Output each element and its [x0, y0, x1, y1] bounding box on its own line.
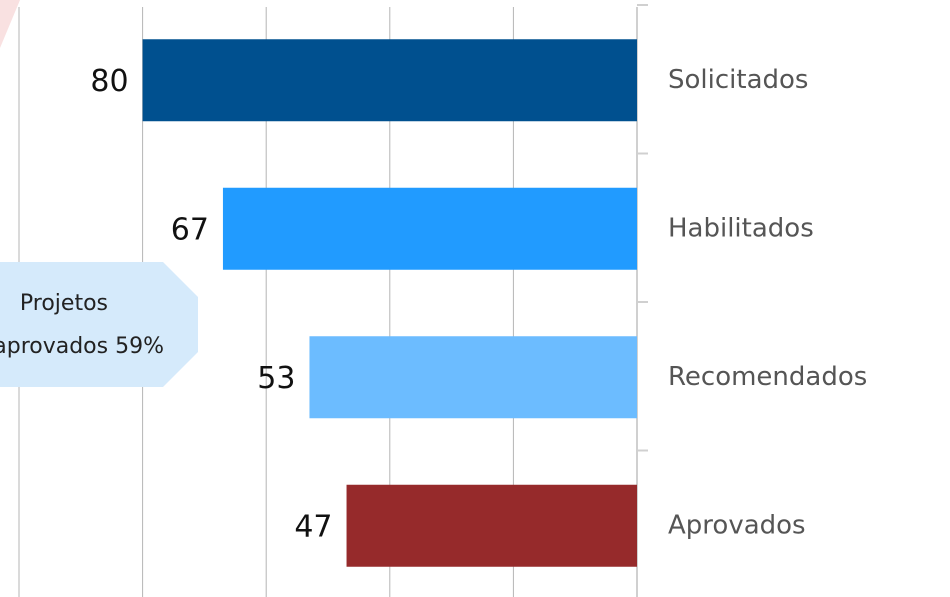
- decoration: [0, 0, 20, 48]
- callout: [0, 262, 198, 387]
- value-label: 47: [294, 509, 332, 544]
- category-label: Aprovados: [668, 510, 806, 540]
- category-label: Habilitados: [668, 213, 814, 243]
- annotation: Projetos: [20, 291, 108, 316]
- annotation: aprovados 59%: [0, 334, 164, 359]
- bar: [142, 39, 637, 122]
- bar: [309, 336, 637, 419]
- value-label: 80: [90, 64, 128, 99]
- bar: [222, 187, 637, 270]
- bar: [346, 484, 637, 567]
- category-label: Recomendados: [668, 362, 867, 392]
- value-label: 67: [171, 212, 209, 247]
- category-label: Solicitados: [668, 65, 808, 95]
- value-label: 53: [257, 361, 295, 396]
